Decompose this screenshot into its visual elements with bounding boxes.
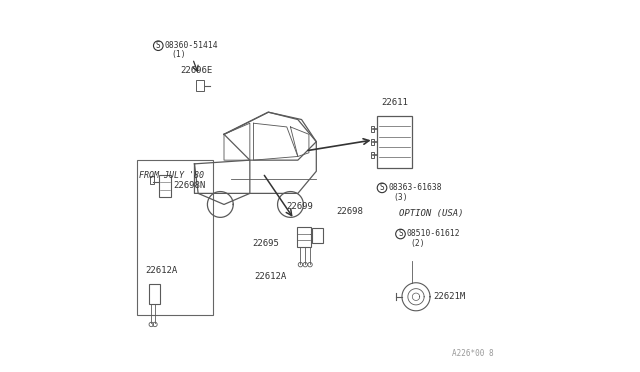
- Text: OPTION (USA): OPTION (USA): [399, 209, 464, 218]
- Text: 22698: 22698: [337, 207, 364, 217]
- Text: 22695: 22695: [253, 239, 280, 248]
- Text: (2): (2): [411, 239, 426, 248]
- FancyBboxPatch shape: [312, 228, 323, 243]
- Text: S: S: [398, 230, 403, 238]
- FancyBboxPatch shape: [377, 116, 412, 167]
- FancyBboxPatch shape: [371, 152, 374, 158]
- Text: 22699: 22699: [286, 202, 313, 211]
- Text: S: S: [380, 183, 385, 192]
- Text: (3): (3): [394, 193, 408, 202]
- FancyBboxPatch shape: [371, 126, 374, 132]
- Text: 08363-61638: 08363-61638: [388, 183, 442, 192]
- FancyBboxPatch shape: [159, 175, 172, 197]
- Text: 22621M: 22621M: [433, 292, 465, 301]
- Text: 22696E: 22696E: [180, 66, 212, 75]
- Text: 08360-51414: 08360-51414: [164, 41, 218, 50]
- FancyBboxPatch shape: [297, 227, 311, 247]
- Text: 22698N: 22698N: [173, 182, 205, 190]
- FancyBboxPatch shape: [149, 284, 160, 304]
- Text: (1): (1): [172, 51, 186, 60]
- Text: 22612A: 22612A: [254, 272, 286, 281]
- FancyBboxPatch shape: [150, 176, 154, 184]
- Text: 22612A: 22612A: [146, 266, 178, 275]
- Text: A226*00 8: A226*00 8: [452, 349, 493, 358]
- FancyBboxPatch shape: [137, 160, 213, 315]
- Text: S: S: [156, 41, 161, 50]
- FancyBboxPatch shape: [371, 139, 374, 145]
- FancyBboxPatch shape: [196, 80, 204, 91]
- Text: FROM JULY '80: FROM JULY '80: [139, 171, 204, 180]
- Text: 22611: 22611: [381, 97, 408, 107]
- Text: 08510-61612: 08510-61612: [406, 230, 460, 238]
